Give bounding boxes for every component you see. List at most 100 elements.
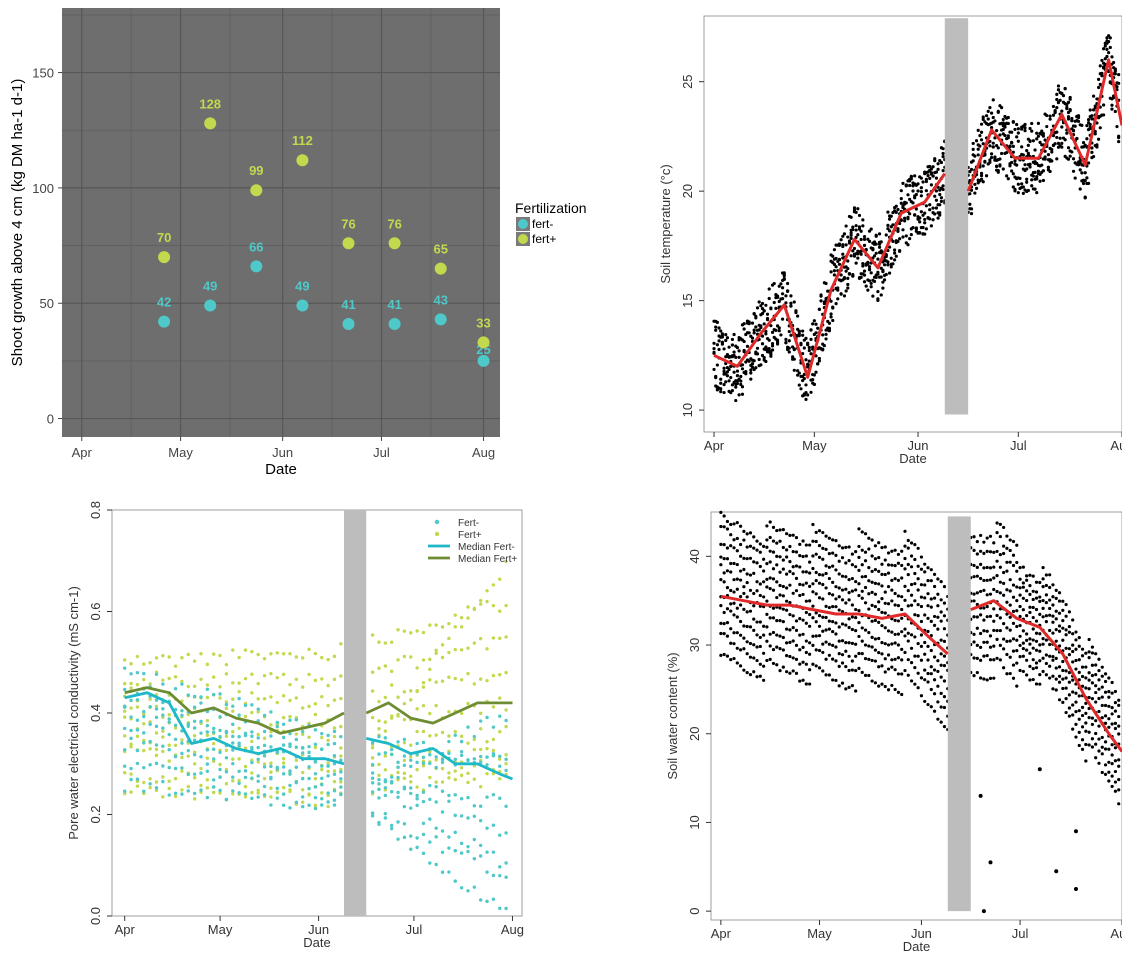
data-point [1057, 599, 1062, 603]
data-point [837, 639, 841, 643]
data-point [801, 618, 805, 622]
data-point-Fert- [212, 757, 216, 761]
data-point-Fert- [472, 857, 477, 861]
data-point [1015, 560, 1019, 565]
outlier-point [978, 793, 983, 798]
data-point [1074, 700, 1078, 704]
data-point [1066, 117, 1071, 121]
data-point [1113, 709, 1118, 713]
data-point [870, 658, 874, 663]
data-point [1113, 700, 1118, 705]
data-point [913, 665, 917, 670]
data-point-Fert- [421, 761, 426, 765]
data-point-Fert+ [205, 662, 210, 667]
data-point-Fert- [313, 728, 318, 732]
data-point [797, 329, 801, 333]
y-tick-label: 15 [680, 293, 695, 307]
data-point-Fert- [288, 718, 292, 722]
data-point-Fert- [459, 749, 464, 754]
data-point-Fert+ [415, 629, 419, 633]
data-point [775, 338, 780, 342]
data-point [729, 375, 733, 380]
median-line [970, 599, 1122, 753]
data-point [758, 542, 762, 546]
data-point [1080, 647, 1085, 651]
data-point-Fert- [205, 769, 210, 773]
data-point-Fert- [180, 751, 184, 756]
data-point [781, 665, 785, 669]
legend: Fert-Fert+Median Fert-Median Fert+ [428, 518, 517, 565]
data-point [1031, 638, 1035, 642]
data-point [1096, 137, 1101, 141]
data-point-Fert+ [447, 650, 451, 655]
data-point-Fert- [396, 775, 400, 780]
data-point-Fert+ [186, 754, 190, 758]
data-point [1051, 655, 1055, 659]
data-point-Fert+ [161, 735, 165, 739]
data-point [1103, 672, 1108, 676]
data-point [791, 533, 795, 537]
data-point-Fert+ [167, 676, 171, 681]
data-point [1080, 747, 1085, 751]
data-point-Fert+ [415, 785, 419, 789]
data-point [1090, 737, 1095, 741]
data-point [735, 587, 739, 591]
data-point [842, 277, 847, 281]
data-label-fert+: 128 [199, 96, 221, 111]
data-point [806, 393, 810, 397]
data-point [1021, 585, 1025, 589]
data-point [985, 578, 989, 582]
data-point [914, 226, 918, 230]
data-point [791, 656, 795, 660]
data-point [775, 619, 779, 623]
data-point [864, 284, 868, 288]
data-point [802, 377, 806, 381]
data-point-Fert+ [491, 583, 496, 587]
data-point [972, 656, 976, 660]
data-point [734, 398, 738, 403]
data-point [844, 289, 848, 293]
data-point [942, 627, 947, 631]
data-point [1044, 661, 1048, 666]
data-point-Fert- [288, 772, 292, 776]
data-point-Fert- [447, 799, 451, 803]
data-point [785, 654, 789, 658]
data-point [978, 134, 982, 138]
data-point [1051, 631, 1055, 635]
data-point [991, 115, 995, 120]
data-point-Fert+ [250, 649, 254, 654]
y-tick-label: 0.4 [88, 704, 103, 722]
data-point [1050, 147, 1054, 152]
data-point [1098, 64, 1102, 68]
data-point [732, 656, 736, 661]
data-point [1057, 680, 1062, 684]
data-point [1025, 180, 1029, 184]
data-point [824, 337, 828, 341]
data-point-Fert- [294, 800, 299, 805]
data-point-Fert+ [459, 734, 464, 738]
data-point-Fert- [307, 803, 311, 807]
legend-entry-fert-: fert- [532, 217, 553, 231]
data-point [735, 631, 739, 635]
data-point [1065, 107, 1069, 111]
data-point-Fert- [294, 718, 299, 722]
data-point-Fert- [231, 741, 235, 745]
data-point [1011, 172, 1015, 176]
data-point-Fert- [421, 799, 426, 804]
data-point-Fert- [129, 736, 133, 741]
data-point [869, 281, 873, 286]
data-point-Fert+ [161, 678, 165, 682]
data-point [752, 628, 756, 633]
data-point [857, 651, 861, 656]
data-point [745, 580, 749, 585]
data-point [1090, 681, 1095, 685]
data-point-Fert+ [142, 780, 146, 785]
data-point-Fert+ [440, 655, 445, 660]
data-point [719, 510, 723, 514]
data-point [900, 692, 904, 697]
data-point [1044, 638, 1048, 642]
data-point [787, 329, 791, 334]
data-point [988, 592, 993, 596]
data-point [1096, 77, 1101, 81]
point-cloud [719, 510, 1121, 914]
